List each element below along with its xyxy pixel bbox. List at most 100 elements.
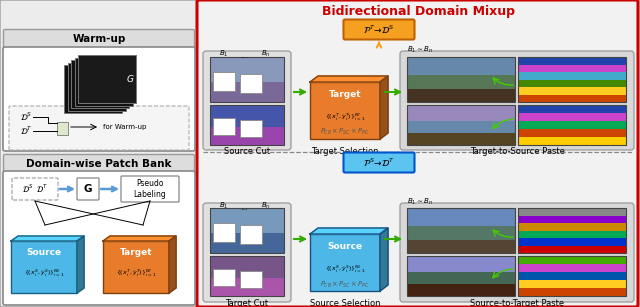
- Bar: [213, 223, 235, 242]
- Text: $B_1{\sim}B_n$: $B_1{\sim}B_n$: [407, 197, 433, 207]
- Bar: [210, 82, 284, 102]
- FancyBboxPatch shape: [197, 0, 638, 307]
- FancyBboxPatch shape: [344, 20, 415, 40]
- Bar: [518, 216, 626, 223]
- Bar: [210, 208, 284, 253]
- FancyBboxPatch shape: [121, 176, 179, 202]
- Text: ...: ...: [240, 52, 248, 60]
- Bar: [210, 256, 284, 278]
- Bar: [407, 256, 515, 296]
- Bar: [210, 105, 284, 127]
- Polygon shape: [77, 236, 84, 293]
- Bar: [407, 208, 515, 253]
- Bar: [213, 118, 235, 135]
- Bar: [239, 225, 262, 244]
- Text: $B_1$: $B_1$: [220, 201, 228, 211]
- Text: Target: Target: [329, 90, 362, 99]
- Bar: [103, 241, 169, 293]
- Bar: [210, 256, 284, 296]
- Bar: [210, 57, 284, 82]
- Bar: [11, 241, 77, 293]
- Text: $\{(x_i^S, \tilde{y}_i^S)\}_{i=1}^{N_S}$: $\{(x_i^S, \tilde{y}_i^S)\}_{i=1}^{N_S}$: [324, 264, 365, 275]
- Bar: [210, 127, 284, 145]
- Bar: [78, 55, 136, 103]
- Bar: [518, 105, 626, 113]
- Text: Target: Target: [120, 248, 152, 257]
- Text: Source: Source: [328, 242, 363, 251]
- Bar: [518, 208, 626, 216]
- Bar: [518, 57, 626, 102]
- Bar: [518, 280, 626, 288]
- Bar: [407, 133, 515, 145]
- Text: Source Selection: Source Selection: [310, 298, 380, 307]
- Text: Pseudo
Labeling: Pseudo Labeling: [134, 179, 166, 199]
- Text: $\mathcal{P}^S \!\rightarrow\! \mathcal{D}^T$: $\mathcal{P}^S \!\rightarrow\! \mathcal{…: [363, 157, 395, 169]
- FancyBboxPatch shape: [3, 154, 195, 173]
- Bar: [518, 57, 626, 64]
- Bar: [407, 121, 515, 133]
- Bar: [518, 264, 626, 272]
- Text: Warm-up: Warm-up: [72, 34, 125, 44]
- Bar: [239, 74, 262, 93]
- Bar: [407, 105, 515, 145]
- Bar: [67, 63, 125, 111]
- Bar: [518, 113, 626, 121]
- Text: $\mathcal{D}^T$: $\mathcal{D}^T$: [20, 125, 33, 137]
- Bar: [407, 57, 515, 75]
- Polygon shape: [380, 76, 388, 139]
- Bar: [310, 82, 380, 139]
- Text: Source: Source: [26, 248, 61, 257]
- Text: $\mathcal{D}^S$  $\mathcal{D}^T$: $\mathcal{D}^S$ $\mathcal{D}^T$: [22, 183, 48, 195]
- Bar: [407, 239, 515, 253]
- Bar: [210, 208, 284, 233]
- Bar: [213, 72, 235, 91]
- Text: $\{(x_i^T, \tilde{y}_i^T)\}_{i=1}^{N_T}$: $\{(x_i^T, \tilde{y}_i^T)\}_{i=1}^{N_T}$: [325, 112, 365, 123]
- Bar: [74, 57, 132, 106]
- Bar: [518, 208, 626, 253]
- Text: Target Cut: Target Cut: [225, 298, 269, 307]
- Bar: [213, 269, 235, 286]
- Text: Source Cut: Source Cut: [224, 147, 270, 157]
- Bar: [518, 129, 626, 137]
- FancyBboxPatch shape: [203, 51, 291, 150]
- Bar: [407, 284, 515, 296]
- FancyBboxPatch shape: [344, 153, 415, 173]
- Text: $\{(x_i^S, \tilde{y}_i^S)\}_{i=1}^{N_S}$: $\{(x_i^S, \tilde{y}_i^S)\}_{i=1}^{N_S}$: [24, 267, 64, 279]
- Bar: [518, 223, 626, 231]
- FancyBboxPatch shape: [77, 178, 99, 200]
- Bar: [518, 121, 626, 129]
- Bar: [518, 238, 626, 246]
- Text: Target-to-Source Paste: Target-to-Source Paste: [470, 147, 564, 157]
- FancyBboxPatch shape: [400, 203, 634, 302]
- Bar: [407, 105, 515, 121]
- Bar: [518, 246, 626, 253]
- FancyBboxPatch shape: [3, 29, 195, 49]
- Polygon shape: [169, 236, 176, 293]
- Bar: [518, 80, 626, 87]
- Text: Domain-wise Patch Bank: Domain-wise Patch Bank: [26, 159, 172, 169]
- Bar: [407, 57, 515, 102]
- Text: $B_1$: $B_1$: [220, 49, 228, 59]
- Text: ...: ...: [240, 204, 248, 212]
- Bar: [518, 272, 626, 280]
- Bar: [210, 233, 284, 253]
- Text: Source-to-Target Paste: Source-to-Target Paste: [470, 298, 564, 307]
- Bar: [518, 137, 626, 145]
- Bar: [518, 105, 626, 145]
- FancyBboxPatch shape: [400, 51, 634, 150]
- Polygon shape: [310, 76, 388, 82]
- FancyBboxPatch shape: [12, 178, 58, 200]
- Bar: [518, 231, 626, 238]
- Bar: [239, 120, 262, 137]
- FancyBboxPatch shape: [3, 171, 195, 305]
- Text: $P_{CB} \times P_{SC} \times P_{PC}$: $P_{CB} \times P_{SC} \times P_{PC}$: [321, 127, 370, 137]
- FancyBboxPatch shape: [9, 106, 189, 150]
- Bar: [239, 271, 262, 288]
- Text: $\{(x_i^T, \tilde{y}_i^T)\}_{i=1}^{N_T}$: $\{(x_i^T, \tilde{y}_i^T)\}_{i=1}^{N_T}$: [116, 267, 156, 279]
- FancyBboxPatch shape: [0, 0, 197, 307]
- Text: $\mathcal{P}^T \!\rightarrow\! \mathcal{D}^S$: $\mathcal{P}^T \!\rightarrow\! \mathcal{…: [364, 24, 395, 36]
- Text: G: G: [84, 184, 92, 194]
- Bar: [57, 122, 68, 135]
- Bar: [518, 64, 626, 72]
- Bar: [71, 60, 129, 108]
